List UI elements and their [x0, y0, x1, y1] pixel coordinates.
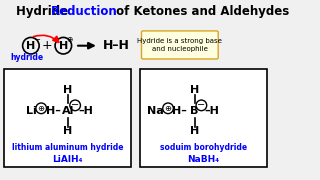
FancyBboxPatch shape: [140, 69, 267, 167]
Text: H: H: [190, 126, 199, 136]
Text: H: H: [26, 41, 36, 51]
Text: H–: H–: [45, 106, 60, 116]
Text: H: H: [63, 126, 72, 136]
Text: −: −: [71, 100, 79, 110]
Text: Al: Al: [61, 106, 74, 116]
Text: H: H: [63, 85, 72, 95]
Text: Na: Na: [147, 106, 164, 116]
Text: H–: H–: [172, 106, 187, 116]
Text: ⊕: ⊕: [164, 104, 172, 113]
Text: Hydride: Hydride: [16, 5, 72, 18]
Text: lithium aluminum hydride: lithium aluminum hydride: [12, 143, 124, 152]
Text: Hydride is a strong base
and nucleophile: Hydride is a strong base and nucleophile: [137, 38, 222, 52]
Text: Li: Li: [26, 106, 37, 116]
Text: +: +: [42, 39, 52, 52]
Text: ⊕: ⊕: [66, 35, 72, 44]
Text: H: H: [59, 41, 68, 51]
Text: –H: –H: [78, 106, 93, 116]
Text: hydride: hydride: [10, 53, 43, 62]
Text: H–H: H–H: [103, 39, 130, 52]
Text: of Ketones and Aldehydes: of Ketones and Aldehydes: [112, 5, 289, 18]
Text: −: −: [33, 35, 40, 44]
Text: ⊕: ⊕: [38, 104, 45, 113]
Text: H: H: [190, 85, 199, 95]
Text: Reduction: Reduction: [51, 5, 118, 18]
Text: B: B: [190, 106, 199, 116]
Text: soduim borohydride: soduim borohydride: [160, 143, 247, 152]
Text: –H: –H: [204, 106, 219, 116]
Text: LiAlH₄: LiAlH₄: [52, 155, 83, 164]
FancyBboxPatch shape: [141, 31, 218, 59]
FancyBboxPatch shape: [4, 69, 131, 167]
Text: NaBH₄: NaBH₄: [188, 155, 220, 164]
Text: −: −: [197, 100, 205, 110]
